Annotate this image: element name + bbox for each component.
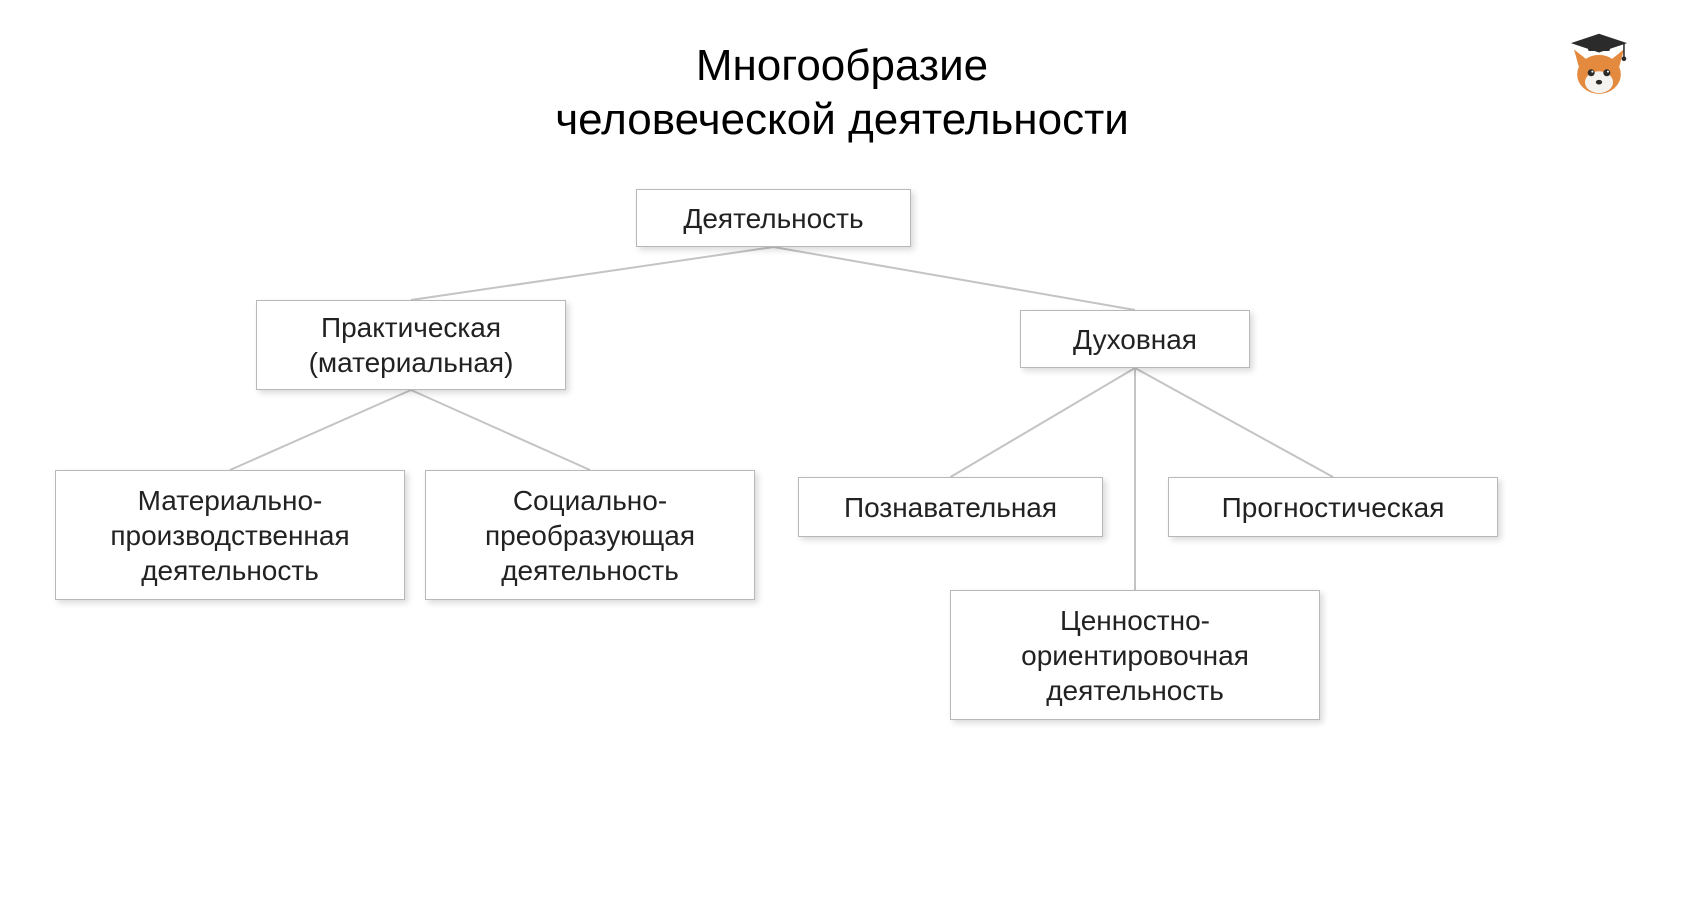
node-spirit: Духовная: [1020, 310, 1250, 368]
node-label: Прогностическая: [1183, 490, 1483, 525]
node-label: Духовная: [1035, 322, 1235, 357]
node-root: Деятельность: [636, 189, 911, 247]
edge-spirit-prog: [1135, 368, 1333, 477]
node-soc: Социально- преобразующая деятельность: [425, 470, 755, 600]
edge-pract-soc: [411, 390, 590, 470]
node-mat: Материально- производственная деятельнос…: [55, 470, 405, 600]
node-label: Деятельность: [651, 201, 896, 236]
title-text-1: Многообразие: [696, 41, 988, 90]
edge-root-pract: [411, 247, 774, 300]
title-text-2: человеческой деятельности: [555, 95, 1129, 144]
edge-spirit-cogn: [951, 368, 1136, 477]
edge-root-spirit: [774, 247, 1136, 310]
fox-graduate-icon: [1560, 26, 1638, 104]
node-label: Социально- преобразующая деятельность: [440, 483, 740, 588]
node-label: Материально- производственная деятельнос…: [70, 483, 390, 588]
logo-fox-icon: [1560, 26, 1638, 109]
title-line-1: Многообразие: [0, 40, 1684, 93]
title-line-2: человеческой деятельности: [0, 94, 1684, 147]
node-label: Познавательная: [813, 490, 1088, 525]
node-prog: Прогностическая: [1168, 477, 1498, 537]
node-label: Практическая (материальная): [271, 310, 551, 380]
diagram-stage: Многообразие человеческой деятельности Д…: [0, 0, 1684, 916]
edge-pract-mat: [230, 390, 411, 470]
node-value: Ценностно- ориентировочная деятельность: [950, 590, 1320, 720]
node-label: Ценностно- ориентировочная деятельность: [965, 603, 1305, 708]
node-cogn: Познавательная: [798, 477, 1103, 537]
node-pract: Практическая (материальная): [256, 300, 566, 390]
